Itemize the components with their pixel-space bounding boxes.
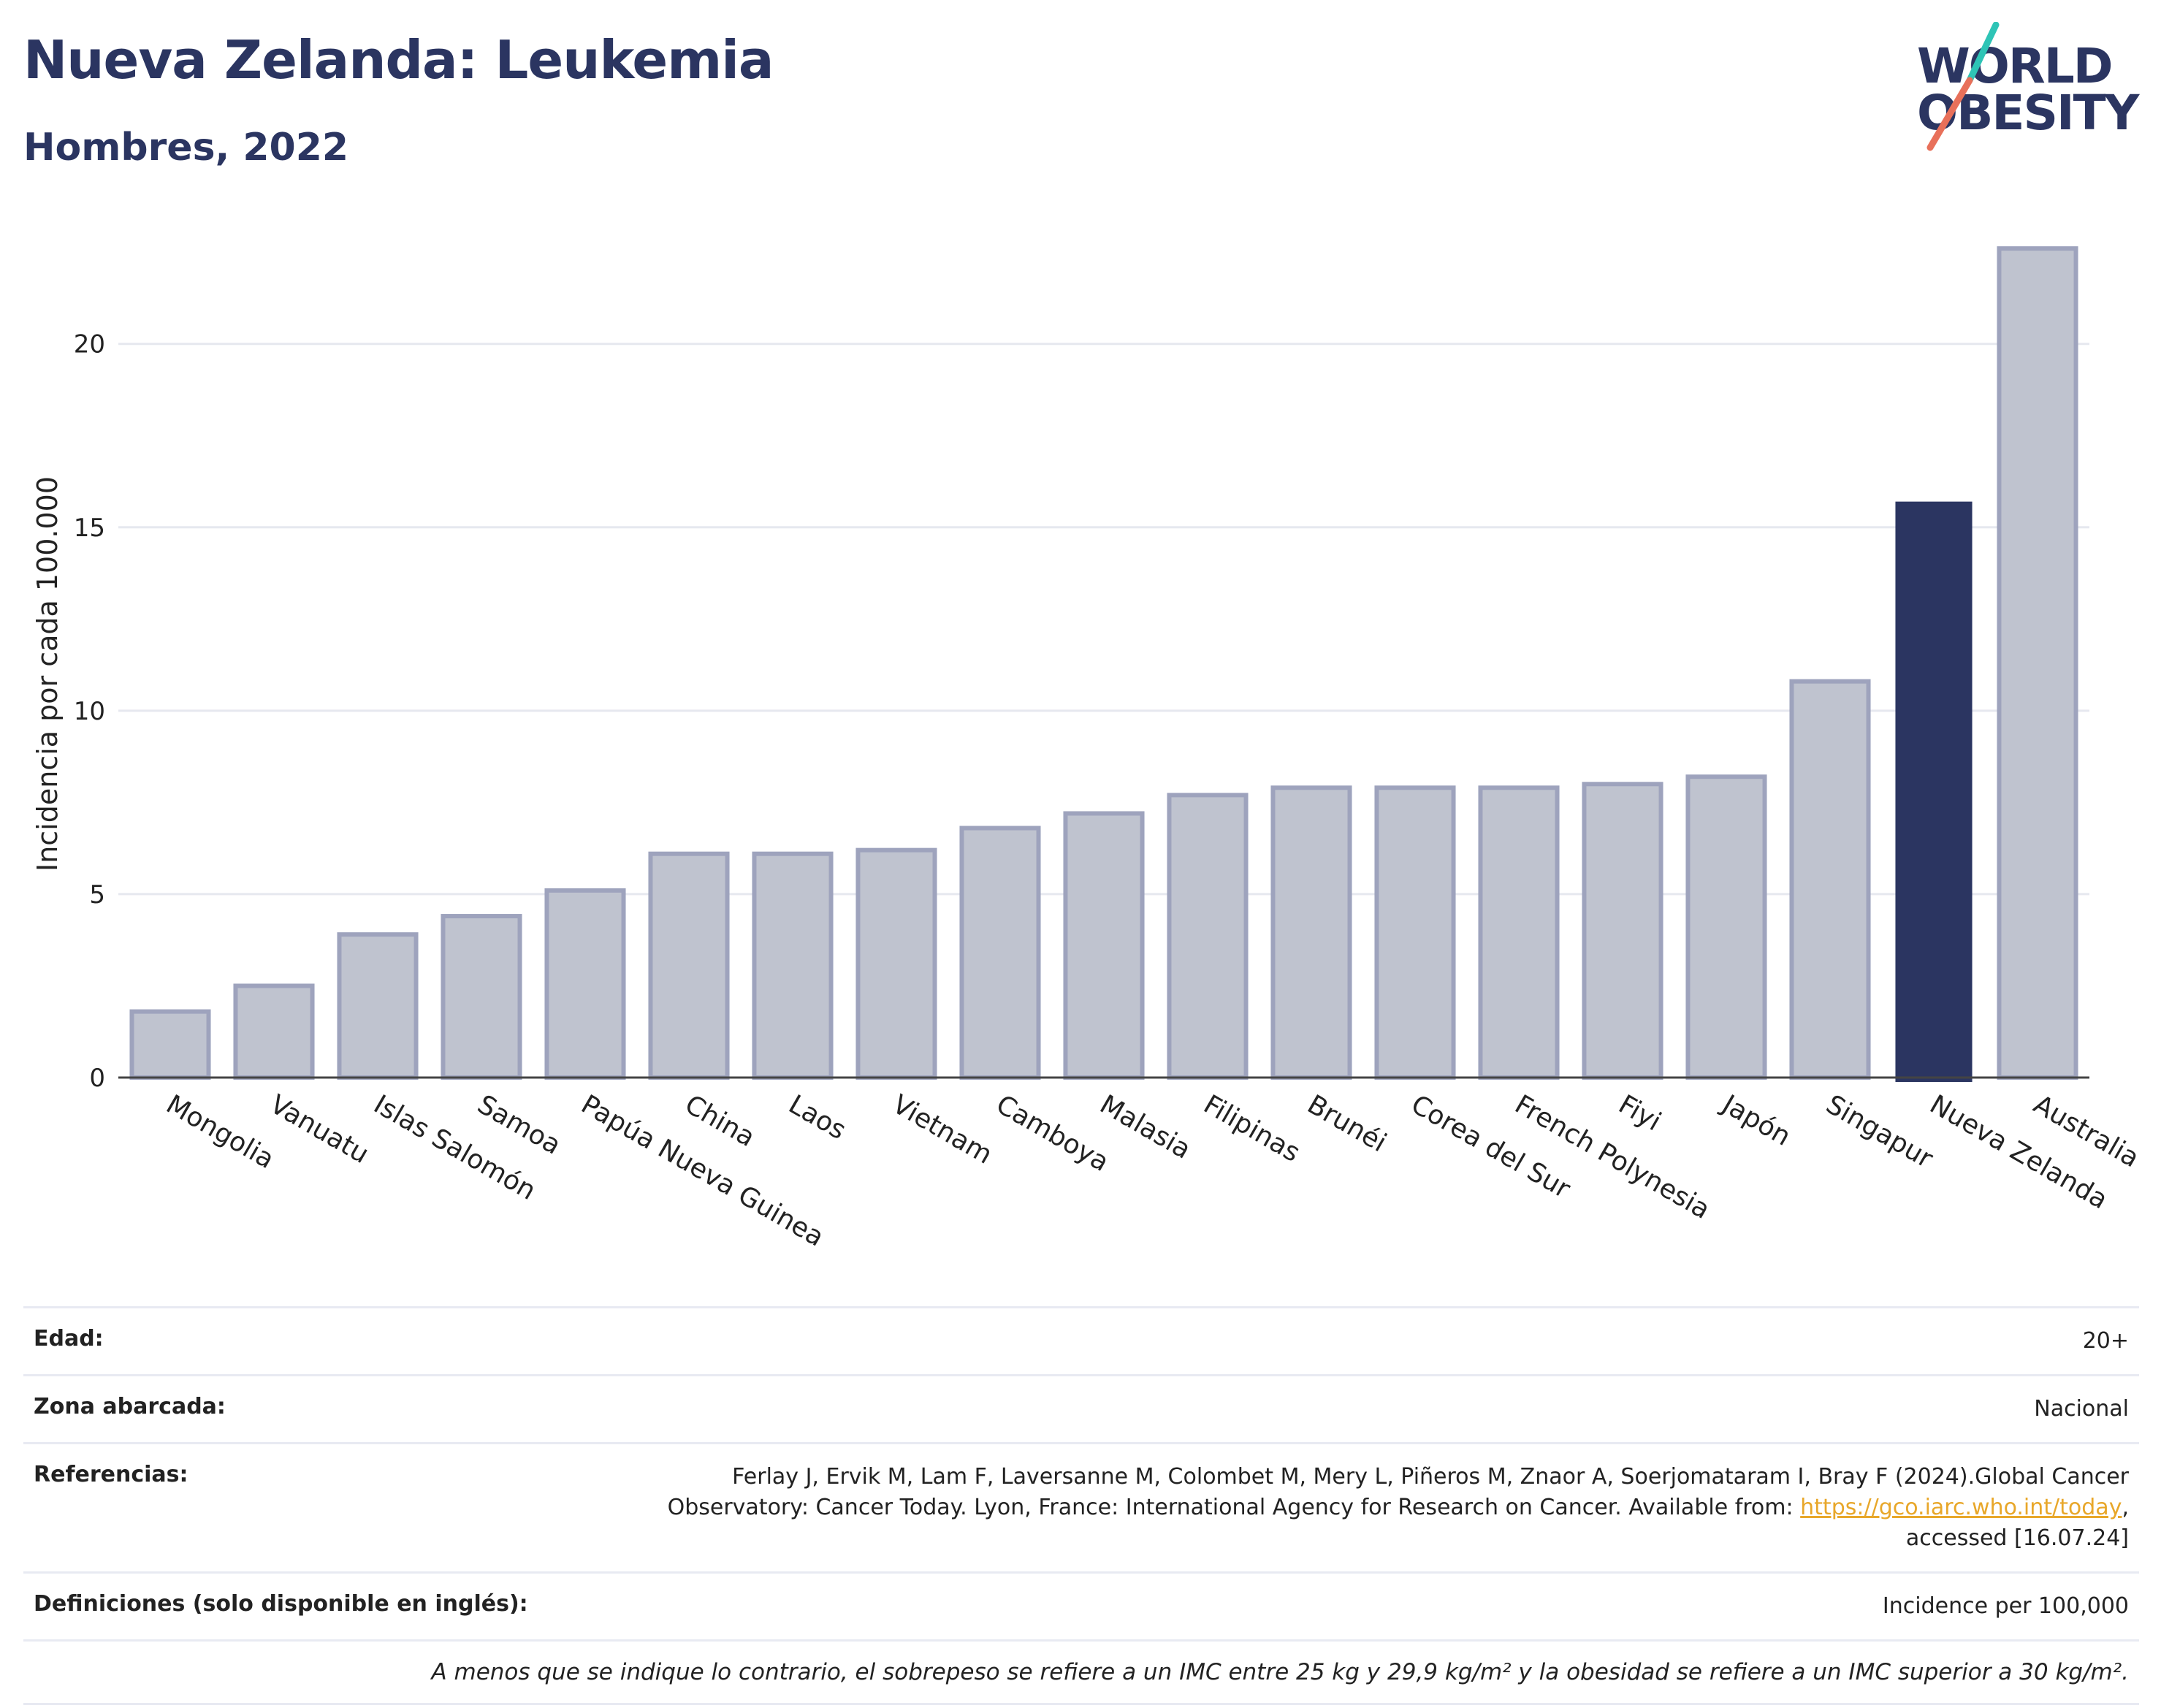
y-tick-label: 5	[89, 880, 105, 910]
info-table: Edad: 20+ Zona abarcada: Nacional Refere…	[23, 1306, 2139, 1705]
x-tick-label: Fiyi	[1614, 1089, 1666, 1137]
y-tick-labels: 0 5 10 15 20	[74, 330, 105, 1093]
bar-corea-del-sur	[1374, 785, 1456, 1080]
x-tick-label: Brunéi	[1303, 1089, 1392, 1158]
x-tick-label: China	[680, 1089, 761, 1153]
info-key-age: Edad:	[23, 1306, 643, 1376]
logo-text-world: WORLD	[1917, 38, 2114, 94]
bar-china	[648, 851, 730, 1080]
info-row-age: Edad: 20+	[23, 1306, 2139, 1376]
info-row-references: Referencias: Ferlay J, Ervik M, Lam F, L…	[23, 1442, 2139, 1574]
info-row-definitions: Definiciones (solo disponible en inglés)…	[23, 1571, 2139, 1642]
info-key-area: Zona abarcada:	[23, 1374, 643, 1444]
reference-text: Ferlay J, Ervik M, Lam F, Laversanne M, …	[667, 1464, 2129, 1520]
y-axis-label: Incidencia por cada 100.000	[31, 476, 64, 872]
bar-fiyi	[1582, 782, 1663, 1080]
y-tick-label: 20	[74, 330, 105, 359]
logo-slash-icon	[1926, 22, 2000, 151]
bar-vanuatu	[233, 983, 315, 1080]
info-value-area: Nacional	[643, 1374, 2139, 1444]
bar-vietnam	[855, 847, 937, 1080]
x-tick-label: Laos	[784, 1089, 851, 1145]
info-value-age: 20+	[643, 1306, 2139, 1376]
bar-singapur	[1789, 679, 1871, 1080]
x-tick-label: Japón	[1716, 1089, 1796, 1152]
bar-laos	[752, 851, 834, 1080]
bar-filipinas	[1167, 793, 1249, 1080]
x-tick-label: French Polynesia	[1510, 1089, 1715, 1225]
bars	[129, 246, 2078, 1082]
x-tick-label: Mongolia	[161, 1089, 280, 1175]
info-row-note: A menos que se indique lo contrario, el …	[23, 1639, 2139, 1705]
info-value-references: Ferlay J, Ervik M, Lam F, Laversanne M, …	[643, 1442, 2139, 1574]
chart-subtitle: Hombres, 2022	[23, 126, 349, 169]
x-tick-label: Vietnam	[888, 1089, 997, 1170]
bar-mongolia	[129, 1009, 211, 1080]
bar-samoa	[441, 914, 522, 1080]
bar-nueva-zelanda	[1895, 501, 1973, 1082]
info-value-definitions: Incidence per 100,000	[643, 1571, 2139, 1642]
y-tick-label: 10	[74, 697, 105, 726]
info-key-references: Referencias:	[23, 1442, 643, 1574]
y-tick-label: 15	[74, 514, 105, 543]
info-row-area: Zona abarcada: Nacional	[23, 1374, 2139, 1444]
bar-brunéi	[1270, 785, 1352, 1080]
world-obesity-logo: WORLD OBESITY	[1899, 22, 2148, 161]
bar-islas-salomón	[337, 932, 419, 1080]
y-tick-label: 0	[89, 1064, 105, 1093]
bar-camboya	[959, 826, 1041, 1080]
bar-french-polynesia	[1478, 785, 1560, 1080]
reference-text-end: , accessed [16.07.24]	[1905, 1495, 2129, 1551]
bar-papúa-nueva-guinea	[544, 888, 626, 1080]
bar-australia	[1997, 246, 2078, 1080]
bar-japón	[1685, 774, 1767, 1080]
x-tick-label: Nueva Zelanda	[1925, 1089, 2113, 1215]
footnote: A menos que se indique lo contrario, el …	[23, 1639, 2139, 1705]
chart-title: Nueva Zelanda: Leukemia	[23, 29, 774, 91]
info-key-definitions: Definiciones (solo disponible en inglés)…	[23, 1571, 643, 1642]
bar-malasia	[1063, 811, 1145, 1080]
reference-link[interactable]: https://gco.iarc.who.int/today	[1800, 1495, 2122, 1520]
x-tick-label: Camboya	[991, 1089, 1114, 1178]
x-tick-label: Singapur	[1821, 1089, 1938, 1174]
x-tick-label: Vanuatu	[265, 1089, 374, 1170]
x-tick-label: Filipinas	[1199, 1089, 1306, 1168]
